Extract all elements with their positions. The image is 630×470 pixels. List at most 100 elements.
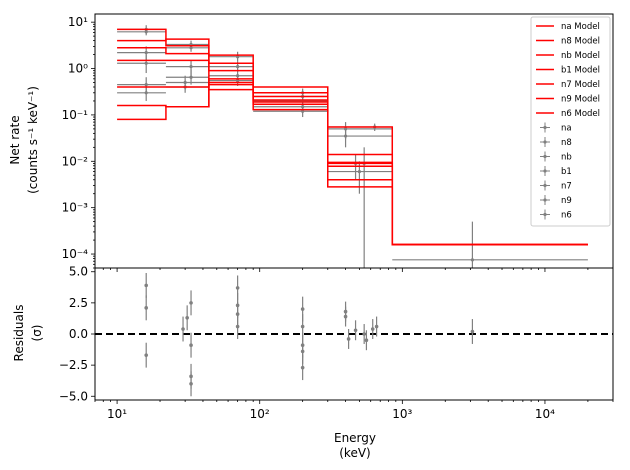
x-tick-label: 10³ (392, 407, 412, 421)
residual-point (364, 330, 369, 351)
residual-marker (144, 353, 149, 357)
legend-data-marker (543, 183, 547, 188)
residual-point (362, 324, 366, 344)
data-point (165, 69, 209, 85)
residual-marker (300, 349, 305, 354)
legend-box (530, 16, 611, 227)
residual-marker (300, 307, 305, 311)
residual-marker (185, 316, 189, 320)
residual-marker (470, 329, 475, 334)
y-tick-label: 10⁻¹ (62, 108, 89, 122)
model-line (117, 59, 588, 246)
residual-marker (300, 324, 305, 329)
data-point (117, 86, 166, 101)
y-tick-label: 10⁻³ (62, 201, 89, 215)
data-point-marker (189, 46, 193, 50)
data-point-marker (189, 65, 193, 69)
legend-model-label: na Model (561, 22, 600, 32)
data-point-marker (189, 75, 193, 79)
y-tick-label: 0.0 (69, 327, 88, 341)
residual-point (235, 314, 240, 339)
residual-point (353, 320, 358, 341)
legend-model-label: n7 Model (561, 80, 600, 90)
residual-point (374, 316, 379, 337)
residual-point (346, 329, 351, 349)
residual-point (185, 305, 189, 331)
legend-model-label: b1 Model (561, 66, 600, 76)
residual-marker (144, 283, 149, 288)
legend-model-label: n8 Model (561, 37, 600, 47)
model-line (117, 38, 588, 246)
residual-point (343, 306, 348, 327)
legend-data-marker (543, 212, 547, 217)
data-point (327, 147, 393, 268)
residual-marker (364, 338, 369, 343)
residuals-panel: 5.0 2.5 0.0 −2.5 −5.0 10¹ 10² 10³ 10⁴ (59, 265, 614, 421)
data-point-marker (144, 51, 148, 55)
data-point-marker (343, 134, 348, 138)
residual-point (144, 272, 149, 298)
residual-marker (346, 337, 351, 341)
residual-marker (300, 365, 305, 370)
legend-data-marker (543, 198, 547, 202)
legend-data-label: na (561, 124, 572, 134)
spectrum-panel: 10⁻⁴ 10⁻³ 10⁻² 10⁻¹ 10⁰ 10¹ (62, 13, 614, 272)
y-tick-label: 10⁻⁴ (62, 247, 89, 261)
y-tick-label: 10⁰ (68, 62, 88, 76)
legend-data-label: n6 (561, 211, 572, 221)
legend-data-label: b1 (561, 167, 572, 177)
residual-point (144, 342, 149, 368)
data-point (117, 77, 166, 93)
data-point-marker (236, 65, 240, 69)
legend: na Model n8 Model nb Model b1 Model n7 Model… (530, 16, 611, 227)
legend-model-label: n9 Model (561, 95, 600, 105)
residual-marker (374, 324, 379, 329)
data-point-marker (301, 109, 305, 113)
legend-data-marker (543, 154, 547, 159)
residual-point (189, 290, 193, 316)
y-tick-label: −2.5 (59, 358, 88, 372)
legend-data-marker (543, 169, 547, 173)
residual-marker (235, 286, 240, 290)
residual-point (189, 332, 193, 358)
residual-marker (353, 328, 358, 333)
residual-marker (189, 382, 193, 386)
legend-data-marker (543, 125, 547, 130)
model-line (117, 28, 588, 246)
y-tick-label: 10⁻² (62, 154, 89, 168)
data-point (117, 54, 166, 74)
data-point-marker (144, 61, 148, 65)
residual-point (470, 319, 475, 344)
data-point-marker (144, 91, 148, 95)
residual-marker (235, 324, 240, 329)
x-tick-label: 10¹ (107, 407, 127, 421)
residual-point (144, 295, 149, 321)
residual-point (300, 355, 305, 381)
residual-point (189, 371, 193, 397)
legend-data-label: n7 (561, 182, 572, 192)
data-point (327, 128, 393, 148)
residuals-ylabel-line2: (σ) (30, 325, 44, 342)
residual-marker (362, 332, 366, 336)
spectrum-ylabel-line2: (counts s⁻¹ keV⁻¹) (26, 86, 40, 194)
data-point-marker (236, 78, 240, 83)
data-point-marker (236, 55, 240, 59)
data-point (327, 154, 393, 180)
residual-marker (181, 327, 185, 331)
residuals-ylabel-line1: Residuals (12, 305, 26, 362)
model-line (117, 83, 588, 246)
data-point (165, 60, 209, 76)
x-tick-label: 10² (250, 407, 270, 421)
legend-data-label: n9 (561, 196, 572, 206)
legend-data-label: n8 (561, 138, 572, 148)
residual-marker (343, 314, 348, 319)
data-point-marker (470, 258, 475, 262)
residual-point (370, 319, 375, 339)
residual-marker (189, 343, 193, 348)
y-tick-label: 10¹ (68, 15, 88, 29)
residual-point (181, 316, 185, 342)
y-tick-label: 2.5 (69, 296, 88, 310)
y-tick-label: −5.0 (59, 389, 88, 403)
residual-marker (370, 327, 375, 331)
